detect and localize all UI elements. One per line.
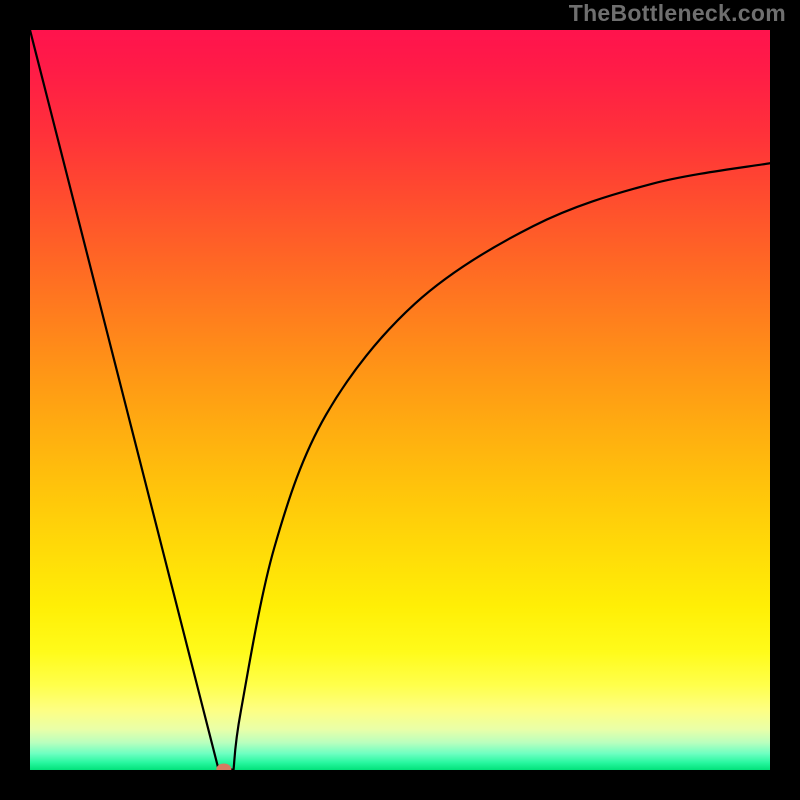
- watermark-text: TheBottleneck.com: [569, 0, 786, 27]
- bottleneck-chart: TheBottleneck.com: [0, 0, 800, 800]
- chart-canvas: [0, 0, 800, 800]
- plot-background-gradient: [30, 30, 770, 770]
